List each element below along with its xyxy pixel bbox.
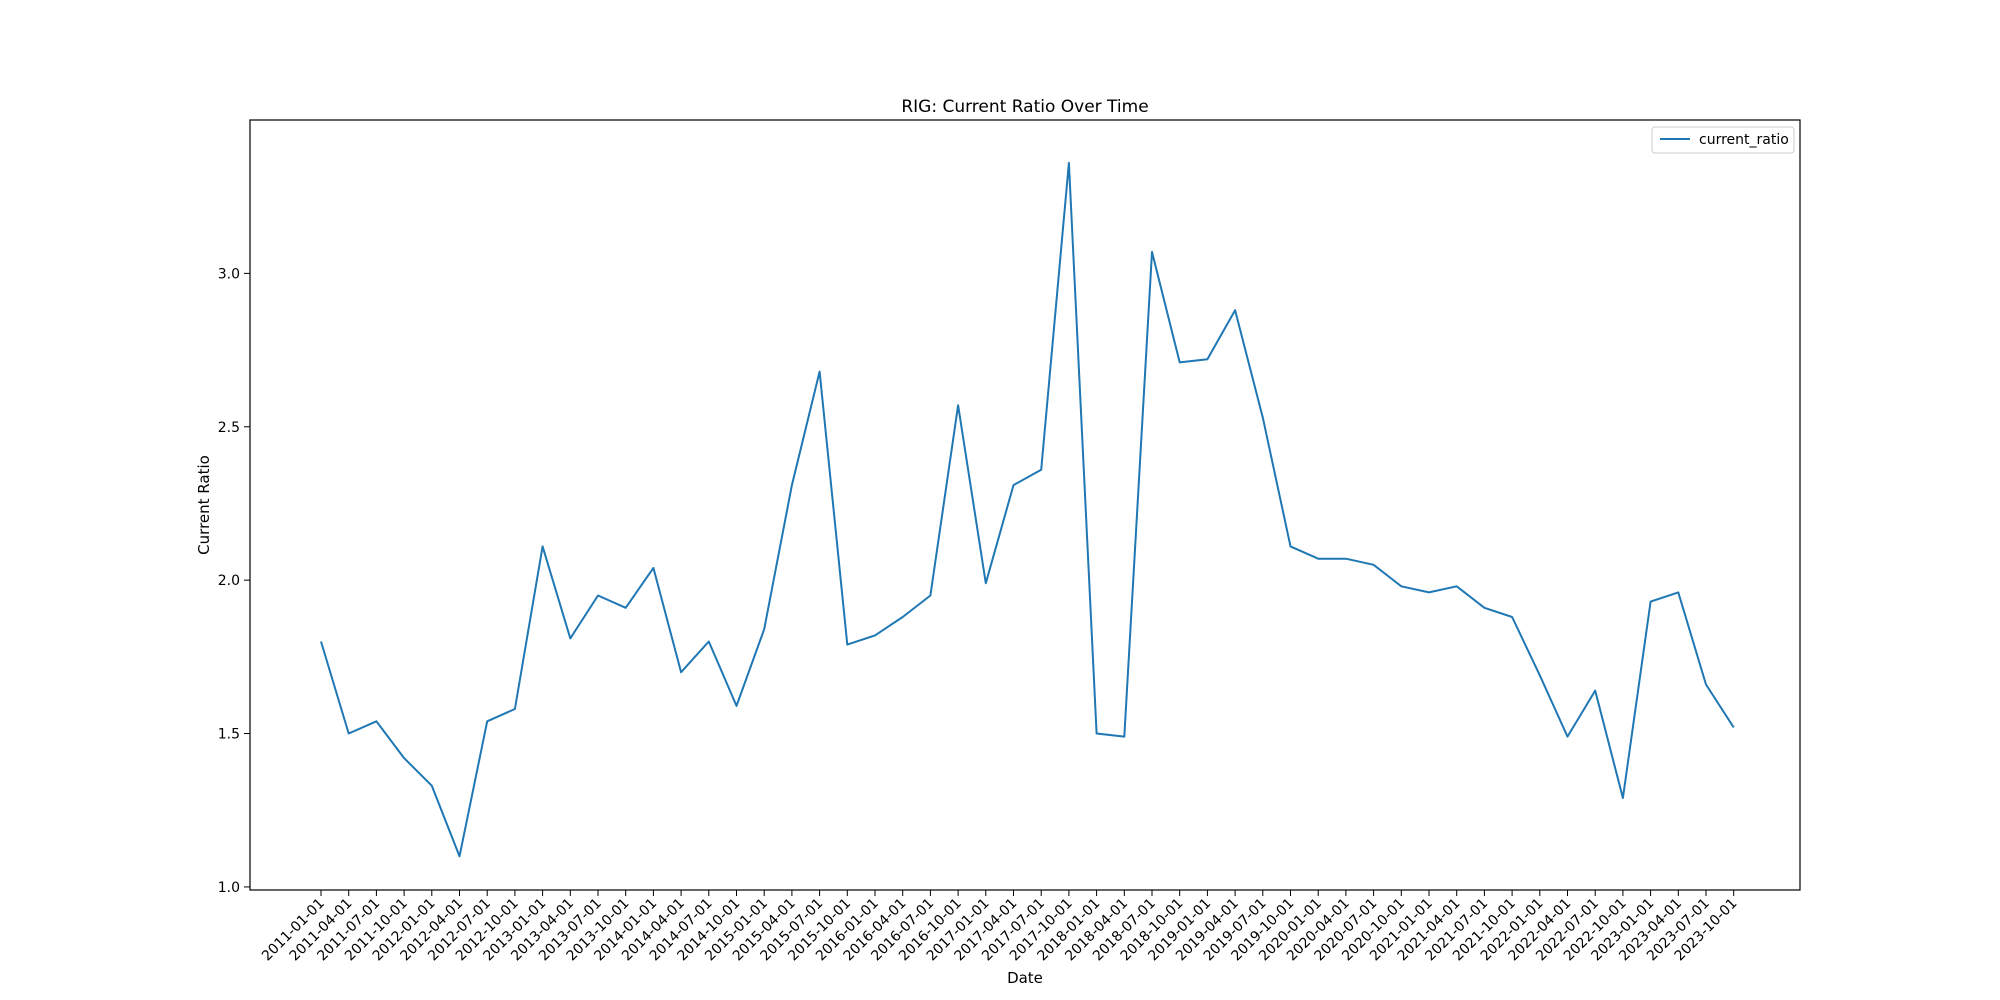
series-layer (320, 161, 1735, 858)
legend-box (1651, 126, 1795, 154)
y-tick-label: 1.0 (218, 880, 240, 896)
y-axis: 1.0 1.5 2.0 2.5 3.0 (218, 266, 250, 896)
chart-title: RIG: Current Ratio Over Time (901, 97, 1148, 117)
legend-label: current_ratio (1699, 132, 1789, 148)
x-axis: 2011-01-012011-04-012011-07-012011-10-01… (259, 890, 1741, 964)
y-tick-label: 2.0 (218, 573, 240, 589)
series-line-0 (320, 161, 1735, 858)
y-tick-label: 1.5 (218, 727, 240, 743)
y-tick-label: 2.5 (218, 420, 240, 436)
x-axis-label: Date (1007, 969, 1043, 987)
legend: current_ratio (1651, 126, 1795, 154)
plot-area (249, 119, 1801, 891)
y-tick-label: 3.0 (218, 266, 240, 282)
y-axis-label: Current Ratio (195, 455, 213, 555)
